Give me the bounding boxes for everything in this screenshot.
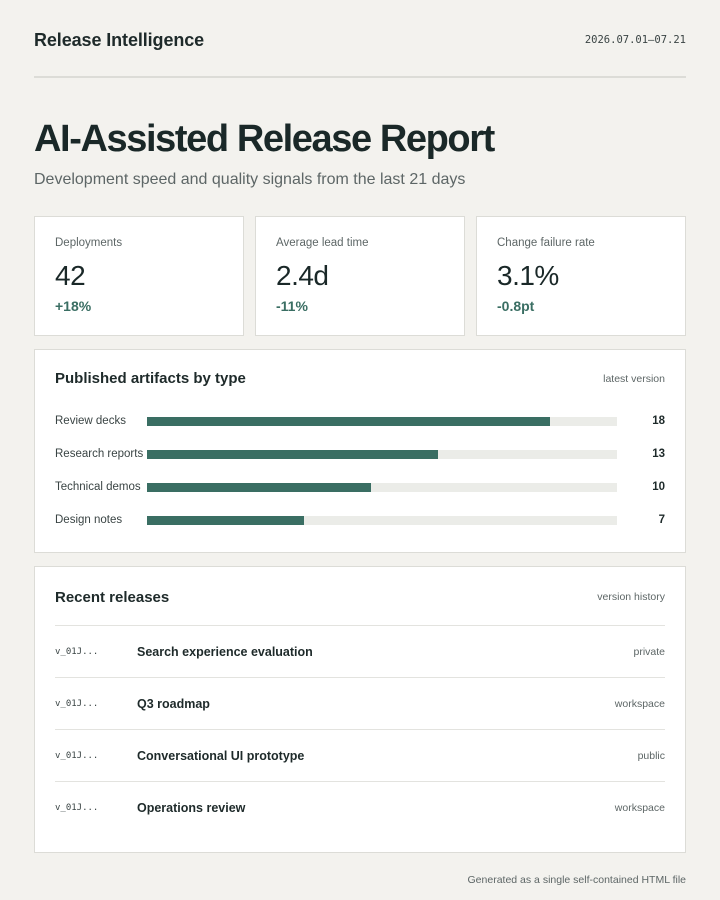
kpi-delta: -11% xyxy=(276,298,308,314)
release-id: v_01J... xyxy=(55,698,99,709)
kpi-row: Deployments 42 +18% Average lead time 2.… xyxy=(34,216,686,336)
bar-label: Technical demos xyxy=(55,480,141,493)
releases-panel: Recent releases version history v_01J...… xyxy=(34,566,686,853)
brand-title: Release Intelligence xyxy=(34,29,205,50)
artifacts-title: Published artifacts by type xyxy=(55,370,246,387)
release-name[interactable]: Search experience evaluation xyxy=(137,644,313,659)
bar-label: Research reports xyxy=(55,447,144,460)
release-id: v_01J... xyxy=(55,646,99,657)
release-list: v_01J... Search experience evaluation pr… xyxy=(55,625,665,833)
date-range: 2026.07.01—07.21 xyxy=(584,34,686,46)
release-row[interactable]: v_01J... Conversational UI prototype pub… xyxy=(55,729,665,781)
release-name[interactable]: Q3 roadmap xyxy=(137,696,210,711)
release-name[interactable]: Conversational UI prototype xyxy=(137,748,305,763)
bar-value: 10 xyxy=(652,481,665,493)
bar-row: Design notes 7 xyxy=(55,507,665,533)
release-name[interactable]: Operations review xyxy=(137,800,246,815)
bar-track xyxy=(147,515,617,525)
release-row[interactable]: v_01J... Operations review workspace xyxy=(55,781,665,833)
bar-row: Research reports 13 xyxy=(55,441,665,467)
bar-row: Review decks 18 xyxy=(55,408,665,434)
bar-fill xyxy=(147,416,550,426)
kpi-card-lead-time: Average lead time 2.4d -11% xyxy=(255,216,465,336)
kpi-value: 2.4d xyxy=(276,260,329,291)
kpi-value: 3.1% xyxy=(497,260,559,291)
kpi-delta: +18% xyxy=(55,298,92,314)
release-scope: workspace xyxy=(614,697,665,710)
release-scope: workspace xyxy=(614,801,665,814)
bar-label: Review decks xyxy=(55,414,126,427)
bar-track xyxy=(147,449,617,459)
artifacts-note: latest version xyxy=(603,372,665,385)
artifacts-header: Published artifacts by type latest versi… xyxy=(55,370,665,387)
release-row[interactable]: v_01J... Q3 roadmap workspace xyxy=(55,677,665,729)
header: Release Intelligence 2026.07.01—07.21 xyxy=(34,0,686,78)
bar-track xyxy=(147,416,617,426)
kpi-card-deployments: Deployments 42 +18% xyxy=(34,216,244,336)
artifact-bars: Review decks 18 Research reports 13 Tech… xyxy=(55,408,665,533)
kpi-delta: -0.8pt xyxy=(497,298,535,314)
bar-row: Technical demos 10 xyxy=(55,474,665,500)
kpi-label: Change failure rate xyxy=(497,237,595,249)
bar-fill xyxy=(147,515,304,525)
release-row[interactable]: v_01J... Search experience evaluation pr… xyxy=(55,625,665,677)
kpi-card-failure-rate: Change failure rate 3.1% -0.8pt xyxy=(476,216,686,336)
releases-header: Recent releases version history xyxy=(55,587,665,607)
bar-value: 7 xyxy=(658,514,665,526)
bar-track xyxy=(147,482,617,492)
release-scope: private xyxy=(633,645,665,658)
releases-title: Recent releases xyxy=(55,588,170,606)
kpi-label: Average lead time xyxy=(276,237,369,249)
releases-note: version history xyxy=(597,591,665,603)
release-id: v_01J... xyxy=(55,802,99,813)
bar-value: 18 xyxy=(652,415,665,427)
footer-note: Generated as a single self-contained HTM… xyxy=(467,874,686,886)
bar-label: Design notes xyxy=(55,513,123,526)
page-subtitle: Development speed and quality signals fr… xyxy=(34,171,466,188)
kpi-value: 42 xyxy=(55,260,86,291)
kpi-label: Deployments xyxy=(55,237,123,249)
release-id: v_01J... xyxy=(55,750,99,761)
bar-fill xyxy=(147,482,371,492)
release-scope: public xyxy=(637,749,665,762)
page-title: AI-Assisted Release Report xyxy=(34,118,495,160)
artifacts-panel: Published artifacts by type latest versi… xyxy=(34,349,686,553)
bar-value: 13 xyxy=(652,448,665,460)
bar-fill xyxy=(147,449,438,459)
